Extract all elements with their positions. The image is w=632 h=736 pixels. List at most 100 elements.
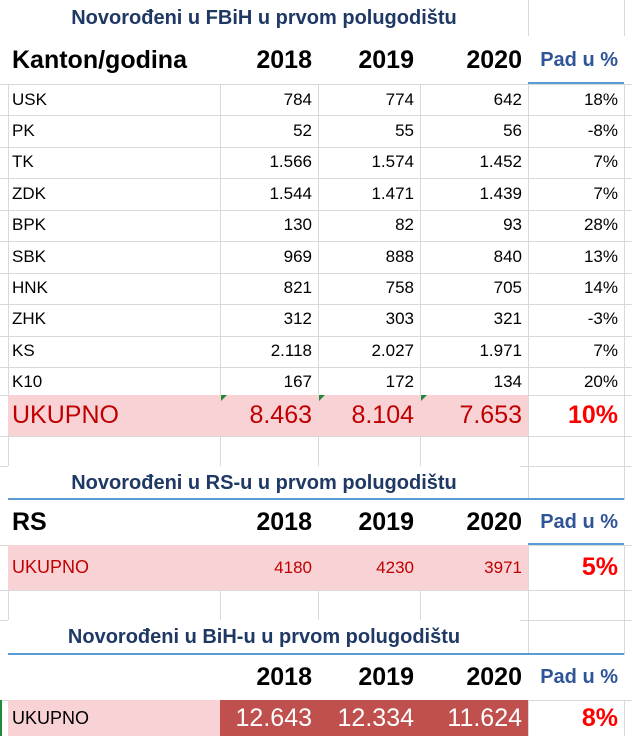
fbih-total-2019: 8.104 (351, 401, 414, 429)
bih-header-2020: 2020 (466, 663, 522, 691)
pad-percent-cell: -8% (587, 121, 618, 141)
table-row: KS 2.118 2.027 1.971 7% (0, 335, 632, 366)
rs-header-pad: Pad u % (540, 511, 618, 533)
error-indicator-icon (421, 395, 427, 401)
bih-title-row: Novorođeni u BiH-u u prvom polugodištu (0, 620, 632, 655)
value-2019-cell: 1.574 (371, 152, 414, 172)
value-2018-cell: 784 (283, 89, 312, 109)
kanton-cell: K10 (12, 372, 43, 392)
bih-total-row: UKUPNO 12.643 12.334 11.624 8% (0, 700, 632, 736)
kanton-cell: PK (12, 121, 35, 141)
value-2020-cell: 642 (493, 89, 522, 109)
pad-percent-cell: 20% (583, 372, 618, 392)
kanton-cell: ZDK (12, 183, 46, 203)
fbih-title-row: Novorođeni u FBiH u prvom polugodištu (0, 0, 632, 36)
table-row: SBK 969 888 840 13% (0, 241, 632, 272)
value-2019-cell: 1.471 (371, 183, 414, 203)
value-2018-cell: 312 (283, 309, 312, 329)
kanton-cell: SBK (12, 246, 47, 266)
rs-total-2020: 3971 (484, 557, 522, 577)
fbih-header-row: Kanton/godina 2018 2019 2020 Pad u % (0, 36, 632, 84)
fbih-total-row: UKUPNO 8.463 8.104 7.653 10% (0, 395, 632, 436)
header-kanton-godina: Kanton/godina (12, 45, 187, 74)
header-2018: 2018 (256, 45, 312, 74)
value-2019-cell: 758 (385, 278, 414, 298)
fbih-total-label: UKUPNO (12, 401, 119, 429)
pad-percent-cell: 18% (583, 89, 618, 109)
pad-percent-cell: -3% (587, 309, 618, 329)
rs-title-row: Novorođeni u RS-u u prvom polugodištu (0, 466, 632, 500)
rs-header-2019: 2019 (358, 508, 414, 536)
value-2020-cell: 840 (493, 246, 522, 266)
value-2019-cell: 303 (385, 309, 414, 329)
rs-total-row: UKUPNO 4180 4230 3971 5% (0, 545, 632, 590)
fbih-total-2018: 8.463 (249, 401, 312, 429)
bih-total-label: UKUPNO (12, 707, 90, 728)
header-2020: 2020 (466, 45, 522, 74)
table-row: ZHK 312 303 321 -3% (0, 304, 632, 335)
value-2019-cell: 172 (385, 372, 414, 392)
value-2018-cell: 1.566 (269, 152, 312, 172)
selection-edge (0, 700, 2, 736)
pad-percent-cell: 7% (593, 340, 618, 360)
table-row: USK 784 774 642 18% (0, 84, 632, 115)
kanton-cell: HNK (12, 278, 48, 298)
value-2020-cell: 1.971 (479, 340, 522, 360)
pad-percent-cell: 28% (583, 215, 618, 235)
bih-title-underline (8, 653, 624, 655)
table-row: ZDK 1.544 1.471 1.439 7% (0, 178, 632, 209)
value-2018-cell: 2.118 (270, 340, 312, 360)
rs-total-fill (8, 545, 528, 590)
rs-total-2018: 4180 (274, 557, 312, 577)
value-2020-cell: 1.439 (479, 183, 522, 203)
header-pad: Pad u % (540, 48, 618, 71)
rs-header-2018: 2018 (256, 508, 312, 536)
value-2019-cell: 55 (395, 121, 414, 141)
bih-total-2019: 12.334 (337, 703, 414, 732)
header-2019: 2019 (358, 45, 414, 74)
kanton-cell: KS (12, 340, 35, 360)
fbih-total-2020: 7.653 (459, 401, 522, 429)
kanton-cell: ZHK (12, 309, 46, 329)
table-row: PK 52 55 56 -8% (0, 115, 632, 146)
value-2018-cell: 1.544 (269, 183, 312, 203)
rs-header-label: RS (12, 508, 47, 536)
value-2019-cell: 774 (385, 89, 414, 109)
fbih-title: Novorođeni u FBiH u prvom polugodištu (8, 0, 520, 36)
value-2018-cell: 969 (283, 246, 312, 266)
pad-percent-cell: 13% (583, 246, 618, 266)
pad-percent-cell: 7% (593, 152, 618, 172)
kanton-cell: BPK (12, 215, 47, 235)
value-2018-cell: 130 (283, 215, 312, 235)
value-2019-cell: 2.027 (371, 340, 414, 360)
rs-header-2020: 2020 (466, 508, 522, 536)
bih-title: Novorođeni u BiH-u u prvom polugodištu (8, 620, 520, 655)
bih-total-2018: 12.643 (235, 703, 312, 732)
fbih-total-pad: 10% (567, 401, 618, 429)
value-2019-cell: 888 (385, 246, 414, 266)
bih-total-pad: 8% (581, 703, 618, 732)
pad-underline (528, 82, 624, 84)
kanton-cell: TK (12, 152, 34, 172)
value-2020-cell: 134 (493, 372, 522, 392)
rs-header-row: RS 2018 2019 2020 Pad u % (0, 500, 632, 545)
bih-total-2020: 11.624 (447, 703, 522, 732)
bih-header-pad: Pad u % (540, 666, 618, 688)
rs-title: Novorođeni u RS-u u prvom polugodištu (8, 466, 520, 500)
value-2020-cell: 56 (503, 121, 522, 141)
table-row: TK 1.566 1.574 1.452 7% (0, 147, 632, 178)
bih-total-fill (220, 700, 528, 736)
bih-label-fill (8, 700, 220, 736)
rs-pad-underline (528, 543, 624, 545)
value-2020-cell: 1.452 (479, 152, 522, 172)
bih-header-2018: 2018 (256, 663, 312, 691)
value-2018-cell: 821 (283, 278, 312, 298)
table-row: BPK 130 82 93 28% (0, 210, 632, 241)
rs-total-2019: 4230 (376, 557, 414, 577)
pad-percent-cell: 7% (593, 183, 618, 203)
rs-total-label: UKUPNO (12, 557, 90, 577)
value-2018-cell: 167 (283, 372, 312, 392)
rs-total-pad: 5% (581, 553, 618, 581)
bih-header-2019: 2019 (358, 663, 414, 691)
